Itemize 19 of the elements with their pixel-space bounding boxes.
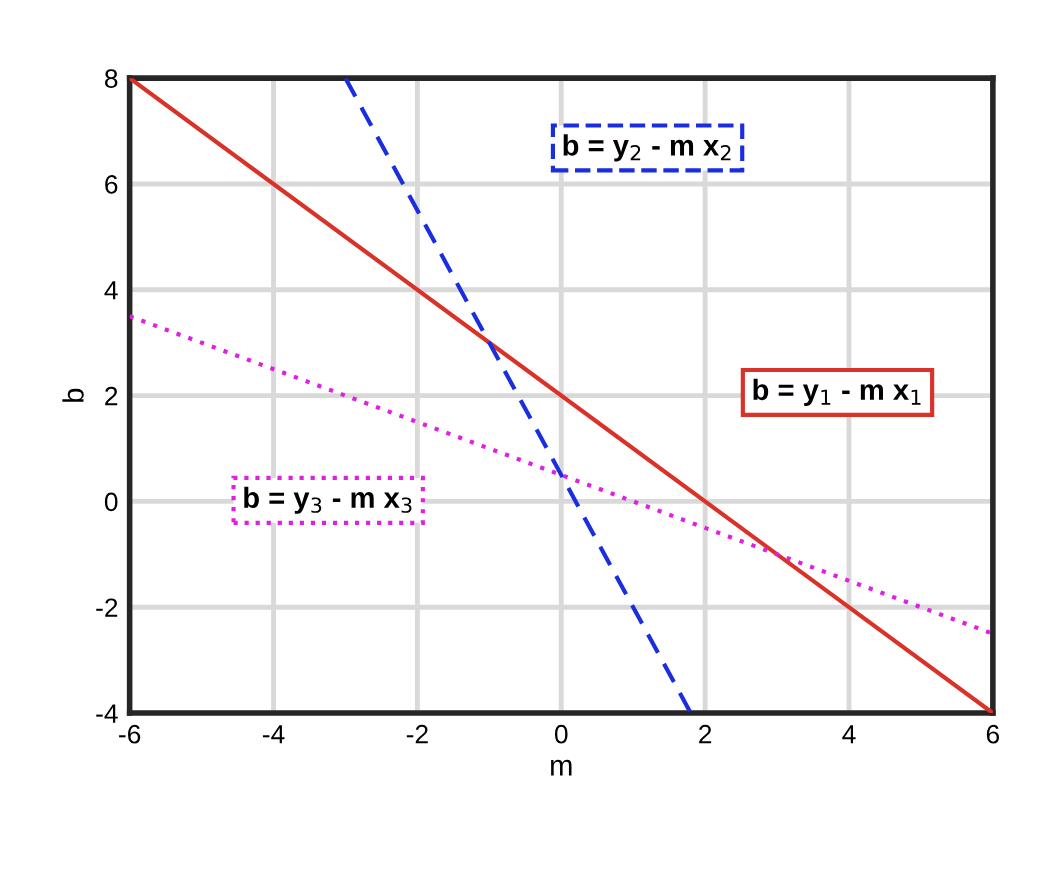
y-tick-label: 8 (105, 69, 118, 88)
text: b = y$_{2}$ - m x$_{2}$ (563, 134, 731, 162)
x-axis-title: m (551, 759, 572, 776)
x-tick-label: 2 (699, 724, 712, 744)
x-tick-label: 6 (986, 724, 1000, 744)
text: b = y$_{1}$ - m x$_{1}$ (753, 378, 921, 406)
y-tick-label: -4 (96, 704, 118, 723)
x-tick-label: 0 (554, 724, 568, 744)
y-tick-label: 2 (105, 386, 118, 406)
x-tick-label: -4 (262, 725, 285, 744)
y-tick-label: 6 (105, 175, 118, 194)
text: b = y$_{3}$ - m x$_{3}$ (244, 486, 412, 514)
x-tick-label: -6 (119, 724, 141, 744)
x-tick-label: 4 (842, 725, 856, 744)
y-tick-label: 0 (104, 492, 118, 512)
y-tick-label: -2 (96, 598, 118, 617)
x-tick-label: -2 (406, 724, 428, 744)
y-axis-title: b (62, 388, 84, 402)
y-tick-label: 4 (104, 281, 118, 300)
